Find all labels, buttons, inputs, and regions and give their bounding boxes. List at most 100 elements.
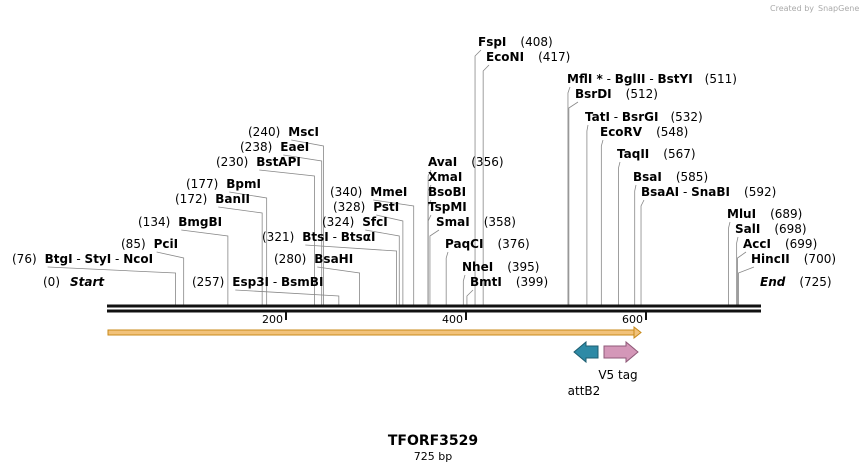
site-name: BtsI [302,230,329,244]
svg-text:(321)BtsI - BtsαI: (321) BtsI - BtsαI [262,230,375,244]
site-pos: (700) [804,252,836,266]
site-name: HincII [751,252,790,266]
site-name: BstYI [657,72,692,86]
enzyme-site[interactable]: PaqCI (376) [445,237,530,251]
ruler-label: 400 [442,313,463,326]
site-name: BstAPI [256,155,301,169]
svg-text:MluI(689): MluI (689) [727,207,802,221]
site-pos: (324) [322,215,354,229]
enzyme-site[interactable]: AvaI (356) [428,155,504,169]
site-name: BsrGI [622,110,659,124]
enzyme-site[interactable]: EcoRV (548) [600,125,688,139]
svg-text:HincII(700): HincII (700) [751,252,836,266]
svg-text:(134)BmgBI: (134) BmgBI [138,215,222,229]
site-leader [229,191,268,305]
enzyme-site[interactable]: BsrDI (512) [575,87,658,101]
enzyme-site[interactable]: HincII (700) [751,252,836,266]
enzyme-site[interactable]: SmaI (358) [436,215,516,229]
enzyme-site[interactable]: (257) Esp3I - BsmBI [192,275,323,289]
site-labels: (76) BtgI - StyI - NcoI (85) PciI (134) Bmg… [12,35,836,289]
svg-text:AvaI(356): AvaI (356) [428,155,504,169]
svg-text:XmaI: XmaI [428,170,462,184]
enzyme-site[interactable]: (328) PstI [333,200,399,214]
site-name: BsaI [633,170,662,184]
site-name: NheI [462,260,493,274]
site-leader [445,251,449,305]
enzyme-site[interactable]: (85) PciI [121,237,178,251]
plasmid-length: 725 bp [414,450,452,463]
site-name: SmaI [436,215,470,229]
dna-backbone[interactable] [107,304,761,313]
enzyme-site[interactable]: (324) SfcI [322,215,388,229]
enzyme-site[interactable]: SalI (698) [735,222,807,236]
site-pos: (240) [248,125,280,139]
site-pos: (321) [262,230,294,244]
enzyme-site[interactable]: MluI (689) [727,207,802,221]
enzyme-site[interactable]: (172) BanII [175,192,250,206]
enzyme-site[interactable]: (340) MmeI [330,185,407,199]
enzyme-site[interactable]: (134) BmgBI [138,215,222,229]
svg-text:SmaI(358): SmaI (358) [436,215,516,229]
svg-text:EcoNI(417): EcoNI (417) [486,50,570,64]
svg-text:PaqCI(376): PaqCI (376) [445,237,530,251]
enzyme-site[interactable]: FspI (408) [478,35,553,49]
enzyme-site[interactable]: (230) BstAPI [216,155,301,169]
site-pos: (177) [186,177,218,191]
svg-text:TaqII(567): TaqII (567) [617,147,696,161]
site-pos: (356) [471,155,503,169]
enzyme-site[interactable]: BsaAI - SnaBI (592) [641,185,776,199]
orf-arrow[interactable] [107,325,642,340]
site-leader [291,139,324,305]
enzyme-site[interactable]: BsaI (585) [633,170,708,184]
feature-attB2[interactable]: attB2 [568,340,601,398]
site-leader [283,154,323,305]
site-name: PciI [154,237,179,251]
site-name: SalI [735,222,760,236]
enzyme-site[interactable]: (321) BtsI - BtsαI [262,230,375,244]
svg-text:TatI - BsrGI(532): TatI - BsrGI (532) [585,110,703,124]
site-leader [373,199,415,305]
enzyme-site[interactable]: MflI * - BglII - BstYI (511) [567,72,737,86]
enzyme-site[interactable]: TaqII (567) [617,147,696,161]
site-name: BtgI [45,252,73,266]
enzyme-site[interactable]: BmtI (399) [470,275,548,289]
site-name: BpmI [226,177,261,191]
site-pos: (689) [770,207,802,221]
site-pos: (134) [138,215,170,229]
svg-text:NheI(395): NheI (395) [462,260,539,274]
site-pos: (417) [538,50,570,64]
enzyme-site[interactable]: XmaI [428,170,462,184]
enzyme-site[interactable]: (238) EaeI [240,140,309,154]
enzyme-site[interactable]: BsoBI [428,185,466,199]
svg-text:(240)MscI: (240) MscI [248,125,319,139]
enzyme-site[interactable]: (76) BtgI - StyI - NcoI [12,252,153,266]
svg-text:BsrDI(512): BsrDI (512) [575,87,658,101]
enzyme-site[interactable]: TspMI [428,200,467,214]
enzyme-site[interactable]: TatI - BsrGI (532) [585,110,703,124]
feature-v5-tag[interactable]: V5 tag [598,340,639,382]
enzyme-site[interactable]: (177) BpmI [186,177,261,191]
enzyme-site[interactable]: EcoNI (417) [486,50,570,64]
enzyme-site[interactable]: (240) MscI [248,125,319,139]
enzyme-site[interactable]: NheI (395) [462,260,539,274]
svg-text:(257)Esp3I - BsmBI: (257) Esp3I - BsmBI [192,275,323,289]
enzyme-site[interactable]: (280) BsaHI [274,252,353,266]
site-pos: (698) [774,222,806,236]
site-name: BsaHI [314,252,353,266]
site-pos: (358) [484,215,516,229]
site-name: MscI [288,125,319,139]
site-leader [317,266,360,305]
site-pos: (376) [497,237,529,251]
site-name: NcoI [123,252,153,266]
credit-brand: SnapGene [818,4,859,13]
site-leader [462,274,466,305]
site-leader [600,139,604,305]
site-leader [586,124,589,305]
site-leader [376,214,404,305]
site-leader [365,229,400,305]
site-leader [634,184,637,305]
svg-text:AccI(699): AccI (699) [743,237,817,251]
svg-text:SalI(698): SalI (698) [735,222,807,236]
enzyme-site[interactable]: AccI (699) [743,237,817,251]
